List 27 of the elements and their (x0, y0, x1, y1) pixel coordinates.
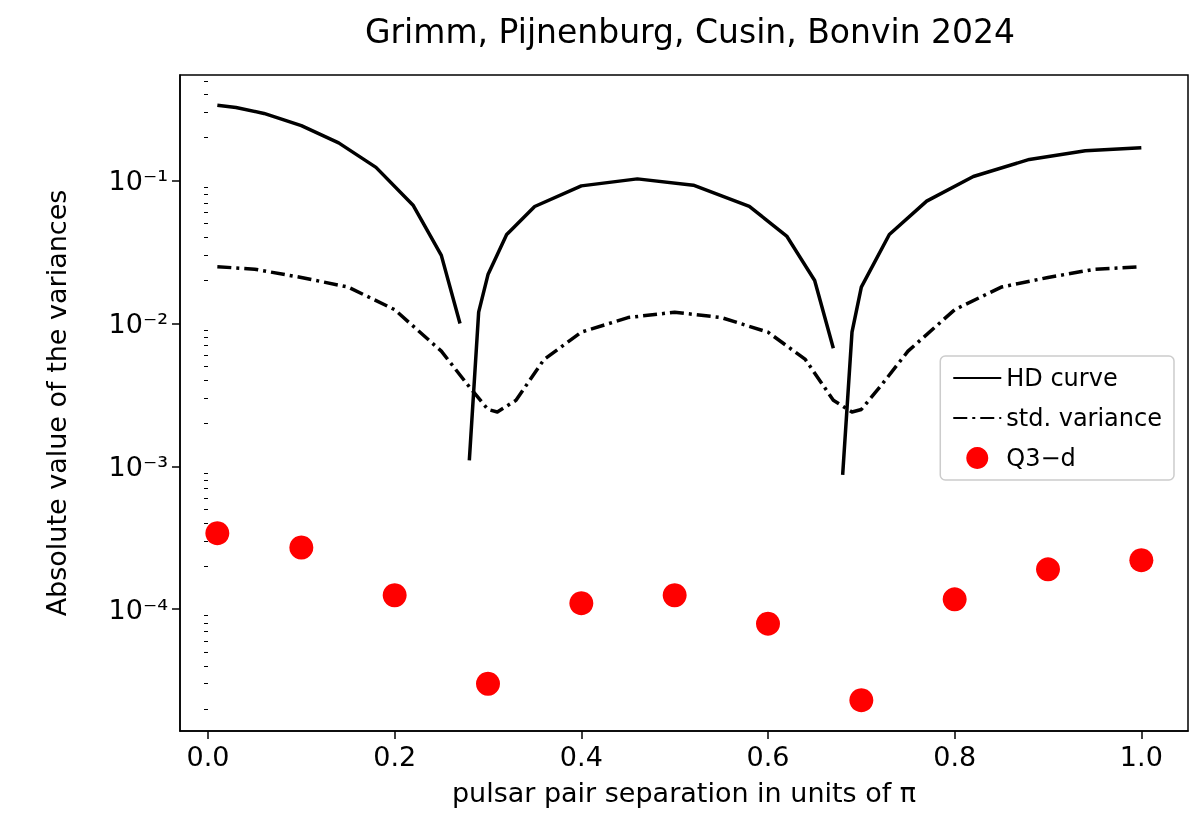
legend-label: Q3−d (1006, 444, 1076, 472)
y-tick-label: 10⁻¹ (108, 165, 168, 197)
point (942, 587, 967, 612)
x-tick-label: 0.6 (746, 741, 790, 772)
x-axis-title: pulsar pair separation in units of π (451, 777, 917, 808)
x-tick-label: 0.0 (186, 741, 230, 772)
y-tick-label: 10⁻² (108, 308, 168, 339)
point (205, 521, 230, 546)
point (476, 671, 500, 696)
x-tick-label: 0.2 (373, 741, 417, 772)
x-tick-label: 0.4 (559, 741, 603, 772)
point (1036, 557, 1060, 582)
chart-title: Grimm, Pijnenburg, Cusin, Bonvin 2024 (364, 12, 1016, 51)
point (849, 688, 874, 713)
legend-label: HD curve (1006, 364, 1118, 392)
x-tick-label: 0.8 (933, 741, 977, 772)
point (756, 611, 780, 636)
legend-label: std. variance (1006, 404, 1162, 432)
y-tick-label: 10⁻⁴ (108, 593, 168, 625)
point (289, 535, 314, 560)
y-axis-title: Absolute value of the variances (41, 189, 72, 617)
x-tick-label: 1.0 (1119, 741, 1163, 772)
point (569, 591, 594, 616)
point (662, 583, 687, 608)
point (382, 583, 407, 608)
y-tick-label: 10⁻³ (108, 450, 168, 482)
point (1129, 548, 1154, 573)
